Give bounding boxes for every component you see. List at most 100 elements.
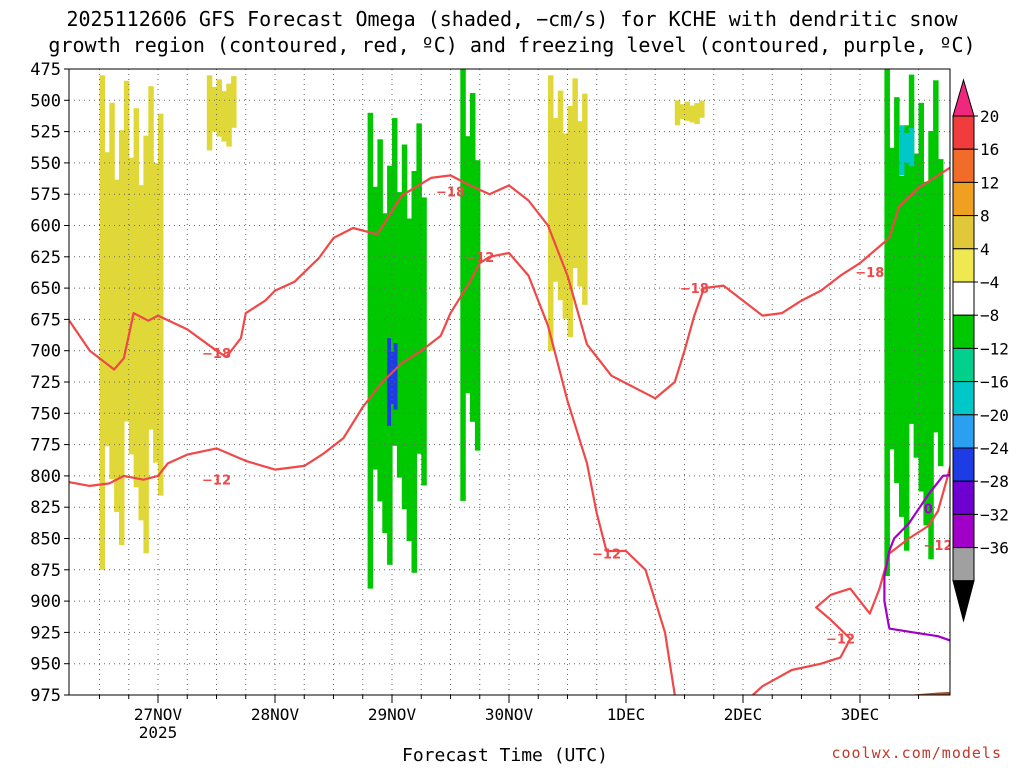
y-tick-label: 900 (30, 592, 61, 612)
omega-streak (899, 176, 905, 517)
colorbar-label: −4 (980, 273, 999, 292)
omega-streak (684, 101, 690, 121)
colorbar-swatch (952, 480, 975, 515)
colorbar-top-arrow (952, 78, 975, 117)
y-tick-label: 475 (30, 60, 61, 80)
omega-streak (372, 186, 378, 470)
colorbar-label: −28 (980, 472, 1009, 491)
colorbar-label: 8 (980, 207, 990, 226)
colorbar-label: 12 (980, 173, 999, 192)
colorbar-swatch (952, 248, 975, 283)
omega-streak (206, 75, 213, 151)
omega-streak (382, 213, 388, 534)
omega-streak (908, 128, 915, 167)
omega-streak (367, 112, 374, 589)
omega-streak (392, 118, 398, 446)
omega-region (899, 125, 915, 176)
title-line-1: 2025112606 GFS Forecast Omega (shaded, −… (66, 7, 958, 31)
omega-streak (406, 218, 413, 541)
omega-streak (470, 93, 476, 422)
omega-streak (689, 105, 695, 123)
omega-streak (119, 130, 125, 546)
omega-streak (572, 78, 578, 268)
contour-label: −12 (202, 474, 231, 489)
omega-streak (923, 181, 929, 526)
y-tick-label: 625 (30, 248, 61, 268)
colorbar-swatch (952, 547, 975, 582)
omega-streak (474, 160, 481, 451)
colorbar-label: −12 (980, 339, 1009, 358)
colorbar-label: −24 (980, 439, 1009, 458)
colorbar-label: 20 (980, 107, 999, 126)
omega-streak (104, 152, 110, 447)
omega-region (99, 75, 164, 570)
y-tick-label: 675 (30, 310, 61, 330)
contour-label: −18 (855, 266, 884, 281)
y-tick-label: 925 (30, 623, 61, 643)
x-tick-label: 1DEC (607, 705, 646, 724)
omega-streak (114, 179, 120, 513)
omega-streak (894, 97, 900, 484)
omega-streak (548, 75, 554, 351)
contour-label: −18 (202, 347, 231, 362)
omega-streak (889, 147, 895, 450)
omega-streak (401, 144, 408, 510)
x-tick-label: 2DEC (724, 705, 763, 724)
contour-label: −12 (592, 548, 621, 563)
contour-label: −12 (465, 251, 494, 266)
y-tick-label: 725 (30, 373, 61, 393)
colorbar-swatch (952, 347, 975, 383)
y-tick-label: 500 (30, 91, 61, 111)
omega-streak (393, 343, 398, 410)
contour-label: −18 (436, 186, 465, 201)
y-tick-label: 825 (30, 498, 61, 518)
omega-region (460, 69, 481, 501)
omega-region (674, 100, 705, 126)
y-tick-label: 600 (30, 217, 61, 237)
contour-label: −18 (680, 282, 709, 297)
y-tick-label: 850 (30, 530, 61, 550)
y-tick-label: 875 (30, 561, 61, 581)
x-tick-label: 3DEC (841, 705, 880, 724)
colorbar-swatch (952, 281, 975, 316)
y-tick-label: 650 (30, 279, 61, 299)
omega-streak (903, 125, 910, 551)
x-tick-label: 27NOV (134, 705, 183, 724)
title-line-2: growth region (contoured, red, ºC) and f… (48, 33, 976, 57)
colorbar-label: −8 (980, 306, 999, 325)
omega-streak (913, 153, 920, 458)
omega-streak (211, 86, 218, 132)
y-tick-label: 525 (30, 123, 61, 143)
omega-streak (128, 157, 135, 455)
omega-streak (123, 80, 130, 422)
omega-streak (231, 76, 237, 128)
omega-streak (421, 197, 427, 486)
y-tick-label: 950 (30, 655, 61, 675)
omega-streak (674, 100, 681, 126)
colorbar-swatch (952, 115, 975, 150)
omega-streak (390, 351, 395, 404)
colorbar-swatch (952, 148, 975, 183)
x-tick-label: 30NOV (485, 705, 534, 724)
omega-streak (884, 69, 890, 577)
y-tick-label: 975 (30, 686, 61, 706)
omega-streak (918, 102, 924, 492)
contour-line (69, 166, 950, 400)
omega-streak (699, 100, 705, 118)
omega-streak (899, 125, 905, 176)
x-tick-sublabel: 2025 (139, 723, 178, 742)
omega-streak (465, 136, 471, 393)
omega-streak (928, 131, 934, 560)
omega-streak (557, 90, 564, 301)
omega-streak (562, 133, 569, 319)
colorbar-swatch (952, 414, 975, 449)
y-axis: 475 500 525 550 575 600 625 650 675 700 725 750 775 8… (30, 60, 69, 706)
omega-streak (694, 103, 700, 125)
omega-streak (158, 113, 164, 496)
contour-label: 0 (1002, 645, 1011, 660)
omega-region (206, 75, 237, 151)
x-axis-title: Forecast Time (UTC) (402, 745, 608, 766)
y-tick-label: 775 (30, 436, 61, 456)
